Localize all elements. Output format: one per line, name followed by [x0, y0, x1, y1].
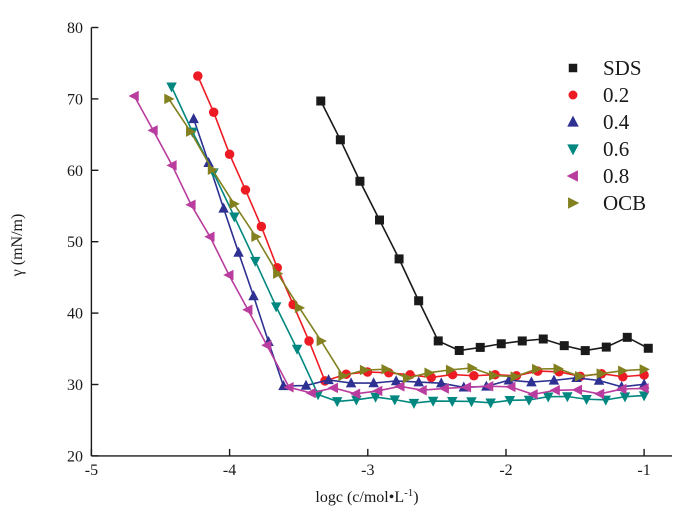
svg-text:0.8: 0.8 [603, 164, 629, 188]
svg-text:-5: -5 [85, 462, 98, 479]
svg-text:0.4: 0.4 [603, 110, 630, 134]
svg-text:-4: -4 [223, 462, 236, 479]
svg-text:0.2: 0.2 [603, 83, 629, 107]
svg-text:40: 40 [67, 306, 83, 323]
svg-text:0.6: 0.6 [603, 137, 629, 161]
svg-text:60: 60 [67, 163, 83, 180]
svg-text:70: 70 [67, 91, 83, 108]
svg-text:-1: -1 [637, 462, 650, 479]
svg-text:-3: -3 [361, 462, 374, 479]
svg-text:20: 20 [67, 448, 83, 465]
svg-text:γ (mN/m): γ (mN/m) [9, 214, 26, 278]
svg-text:OCB: OCB [603, 191, 646, 215]
svg-text:80: 80 [67, 20, 83, 37]
svg-text:logc (c/mol•L-1): logc (c/mol•L-1) [315, 487, 418, 506]
svg-text:50: 50 [67, 234, 83, 251]
svg-text:-2: -2 [499, 462, 512, 479]
svg-text:SDS: SDS [603, 56, 642, 80]
svg-text:30: 30 [67, 377, 83, 394]
